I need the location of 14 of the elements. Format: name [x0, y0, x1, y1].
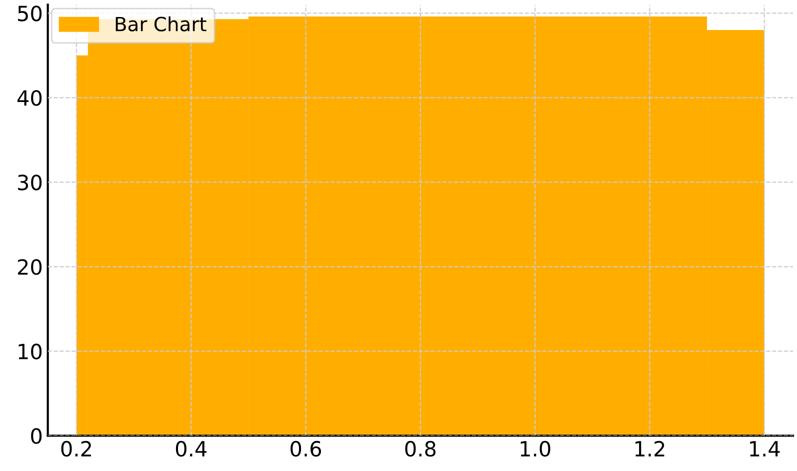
- x-tick-label: 1.0: [520, 440, 550, 457]
- legend-label: Bar Chart: [116, 16, 206, 32]
- y-tick-label: 10: [18, 344, 42, 360]
- y-tick-label: 30: [18, 174, 42, 190]
- y-tick-label: 40: [17, 90, 42, 106]
- x-tick-label: 1.4: [750, 441, 780, 456]
- y-tick-label: 0: [31, 428, 42, 444]
- x-tick-label: 0.6: [290, 440, 322, 457]
- y-tick-label: 50: [18, 6, 42, 22]
- x-tick-label: 0.4: [176, 440, 207, 457]
- x-tick-label: 1.2: [635, 440, 664, 456]
- y-tick-label: 20: [18, 259, 42, 275]
- x-tick-label: 0.8: [405, 440, 436, 457]
- x-tick-label: 0.2: [61, 440, 91, 457]
